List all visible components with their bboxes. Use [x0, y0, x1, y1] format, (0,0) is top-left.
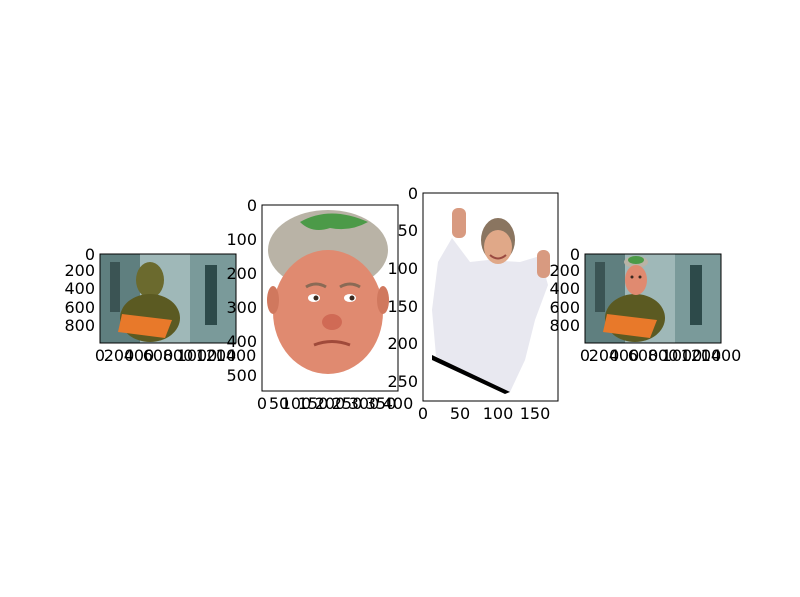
panel-1-xtick: 600 — [143, 346, 174, 365]
panel-3-ytick: 50 — [398, 221, 418, 240]
panel-4-ytick: 400 — [549, 279, 580, 298]
panel-4-xtick: 1200 — [681, 346, 722, 365]
panel-3-image — [423, 193, 558, 401]
panel-2-ytick: 200 — [226, 264, 257, 283]
panel-4-ytick: 800 — [549, 316, 580, 335]
panel-2-ytick: 0 — [247, 196, 257, 215]
panel-4-xtick: 400 — [609, 346, 640, 365]
panel-3-ytick: 250 — [387, 372, 418, 391]
panel-3-xticks: 0 50 100 150 — [418, 404, 550, 423]
panel-3-yticks: 0 50 100 150 200 250 — [387, 184, 418, 391]
panel-1-ytick: 200 — [64, 261, 95, 280]
panel-3-ytick: 150 — [387, 297, 418, 316]
panel-1-ytick: 400 — [64, 279, 95, 298]
panel-4-xtick: 0 — [580, 346, 590, 365]
panel-4: 0 200 400 600 800 1000 1200 1400 0 200 4… — [549, 245, 741, 365]
panel-1-xtick: 1400 — [216, 346, 257, 365]
panel-2-frame — [261, 204, 399, 392]
panel-3-xtick: 100 — [483, 404, 514, 423]
panel-4-yticks: 0 200 400 600 800 — [549, 245, 580, 335]
panel-2-xtick: 200 — [315, 394, 346, 413]
panel-4-xtick: 600 — [628, 346, 659, 365]
panel-1-ytick: 800 — [64, 316, 95, 335]
panel-2-xtick: 100 — [281, 394, 312, 413]
panel-1-xtick: 800 — [163, 346, 194, 365]
panel-2-xticks: 0 50 100 150 200 250 300 350 400 — [257, 394, 413, 413]
panel-1: 0 200 400 600 800 1000 1200 1400 0 200 4… — [64, 245, 256, 365]
panel-2-ytick: 400 — [226, 332, 257, 351]
panel-1-image — [100, 254, 236, 343]
panel-1-ytick: 0 — [85, 245, 95, 264]
panel-1-ytick: 600 — [64, 298, 95, 317]
panel-4-xtick: 200 — [589, 346, 620, 365]
panel-4-ytick: 0 — [570, 245, 580, 264]
panel-4-image — [585, 254, 721, 343]
panel-3-frame — [422, 192, 559, 402]
panel-3-xtick: 50 — [450, 404, 470, 423]
panel-3-ytick: 100 — [387, 259, 418, 278]
panel-4-xtick: 1000 — [662, 346, 703, 365]
panel-3: 0 50 100 150 0 50 100 150 200 250 — [387, 184, 559, 423]
panel-1-xtick: 0 — [95, 346, 105, 365]
panel-2-xtick: 50 — [269, 394, 289, 413]
panel-4-xtick: 800 — [648, 346, 679, 365]
panel-4-ytick: 200 — [549, 261, 580, 280]
panel-1-xtick: 200 — [104, 346, 135, 365]
panel-2-xtick: 400 — [383, 394, 414, 413]
panel-1-yticks: 0 200 400 600 800 — [64, 245, 95, 335]
panel-1-xtick: 400 — [124, 346, 155, 365]
panel-1-frame — [99, 253, 237, 344]
panel-4-frame — [584, 253, 722, 344]
panel-2-xtick: 300 — [349, 394, 380, 413]
panel-3-ytick: 200 — [387, 334, 418, 353]
panel-4-xticks: 0 200 400 600 800 1000 1200 1400 — [580, 346, 741, 365]
panel-3-ytick: 0 — [408, 184, 418, 203]
panel-2-ytick: 300 — [226, 298, 257, 317]
panel-2-ytick: 100 — [226, 230, 257, 249]
panel-3-xtick: 0 — [418, 404, 428, 423]
panel-1-xtick: 1200 — [196, 346, 237, 365]
panel-2-xtick: 350 — [366, 394, 397, 413]
panel-2-image — [267, 210, 389, 374]
panel-1-xtick: 1000 — [177, 346, 218, 365]
panel-2-xtick: 0 — [257, 394, 267, 413]
panel-2-yticks: 0 100 200 300 400 500 — [226, 196, 257, 385]
panel-4-ytick: 600 — [549, 298, 580, 317]
panel-2-xtick: 250 — [332, 394, 363, 413]
panel-1-xticks: 0 200 400 600 800 1000 1200 1400 — [95, 346, 256, 365]
panel-2: 0 50 100 150 200 250 300 350 400 0 100 2… — [226, 196, 413, 413]
panel-3-xtick: 150 — [520, 404, 551, 423]
panel-2-ytick: 500 — [226, 366, 257, 385]
panel-4-xtick: 1400 — [701, 346, 742, 365]
panel-2-xtick: 150 — [298, 394, 329, 413]
